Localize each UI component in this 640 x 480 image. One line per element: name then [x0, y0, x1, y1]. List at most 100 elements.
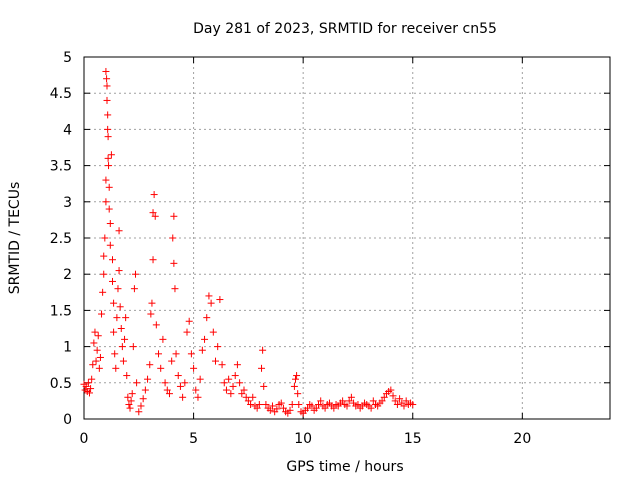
data-point [122, 314, 130, 322]
data-point [119, 357, 127, 365]
data-point [220, 379, 228, 387]
data-point [194, 393, 202, 401]
y-tick-label: 3 [63, 195, 72, 211]
data-point [150, 191, 158, 199]
data-point [207, 299, 215, 307]
y-tick-label: 1 [63, 340, 72, 356]
data-point [155, 350, 163, 358]
data-point [378, 397, 386, 405]
data-point [168, 357, 176, 365]
data-point [88, 375, 96, 383]
data-point [222, 386, 230, 394]
x-tick-label: 0 [80, 431, 89, 447]
data-point [121, 335, 129, 343]
data-point [402, 397, 410, 405]
data-point [85, 389, 93, 397]
data-point [315, 401, 323, 409]
y-tick-label: 2.5 [50, 231, 72, 247]
data-point [90, 339, 98, 347]
data-point [113, 314, 121, 322]
data-point [118, 343, 126, 351]
data-point [312, 404, 320, 412]
data-point [253, 404, 261, 412]
data-point [286, 406, 294, 414]
data-point [242, 393, 250, 401]
data-point [127, 397, 135, 405]
data-point [141, 386, 149, 394]
data-point [179, 393, 187, 401]
y-axis-tick-labels: 0 0.5 1 1.5 2 2.5 3 3.5 4 4.5 5 [50, 50, 72, 428]
data-point [116, 303, 124, 311]
data-point [172, 350, 180, 358]
data-point [148, 299, 156, 307]
chart-title: Day 281 of 2023, SRMTID for receiver cn5… [193, 21, 497, 37]
y-tick-label: 4.5 [50, 86, 72, 102]
data-point [201, 335, 209, 343]
grid [84, 57, 610, 419]
data-point [115, 267, 123, 275]
data-point [214, 343, 222, 351]
data-point [249, 393, 257, 401]
data-point [295, 401, 303, 409]
x-tick-label: 10 [294, 431, 312, 447]
data-point [89, 361, 97, 369]
data-point [106, 220, 114, 228]
data-point [294, 390, 302, 398]
data-point [94, 332, 102, 340]
data-point [198, 346, 206, 354]
data-point [170, 212, 178, 220]
data-point [308, 402, 316, 410]
data-point [288, 401, 296, 409]
data-point [409, 401, 417, 409]
y-tick-label: 4 [63, 122, 72, 138]
data-point [367, 404, 375, 412]
data-point [171, 285, 179, 293]
data-point [139, 395, 147, 403]
data-point [102, 198, 110, 206]
data-point [268, 402, 276, 410]
data-point [216, 296, 224, 304]
data-point [112, 364, 120, 372]
data-point [259, 346, 267, 354]
data-point [279, 404, 287, 412]
y-tick-label: 0.5 [50, 376, 72, 392]
data-point [212, 357, 219, 365]
data-point [266, 406, 274, 414]
data-point [163, 386, 171, 394]
data-point [152, 321, 160, 329]
data-point [391, 397, 399, 405]
data-point [149, 256, 157, 264]
data-point [100, 270, 108, 278]
data-point [225, 375, 233, 383]
data-point [343, 402, 351, 410]
data-point [100, 252, 108, 260]
data-point [393, 401, 401, 409]
data-point [291, 375, 299, 383]
data-point [244, 397, 252, 405]
data-point [104, 133, 112, 141]
data-point [240, 386, 248, 394]
data-point [387, 386, 395, 394]
data-point [321, 404, 329, 412]
data-point [95, 364, 103, 372]
data-point [196, 375, 204, 383]
data-point [132, 270, 140, 278]
data-point [169, 234, 177, 242]
data-point [92, 357, 100, 365]
x-axis-tick-labels: 0 5 10 15 20 [80, 431, 532, 447]
data-point [354, 401, 362, 409]
x-tick-label: 15 [404, 431, 422, 447]
data-point [238, 390, 246, 398]
data-point [161, 379, 169, 387]
data-point [104, 154, 112, 162]
data-point [123, 372, 131, 380]
data-point [170, 259, 178, 267]
data-point [262, 401, 270, 409]
data-point [104, 111, 112, 119]
data-point [105, 183, 113, 191]
data-point [159, 335, 167, 343]
data-point [126, 404, 134, 412]
data-point [290, 382, 298, 390]
